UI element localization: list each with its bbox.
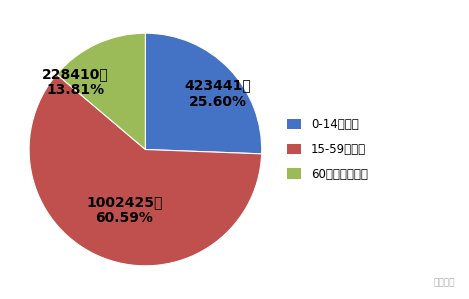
Text: 1002425人
60.59%: 1002425人 60.59% <box>86 195 163 225</box>
Wedge shape <box>57 33 145 150</box>
Text: 潮阳发布: 潮阳发布 <box>433 278 455 287</box>
Legend: 0-14岁人口, 15-59岁人口, 60岁及以上人口: 0-14岁人口, 15-59岁人口, 60岁及以上人口 <box>287 118 368 181</box>
Text: 228410人
13.81%: 228410人 13.81% <box>42 67 109 97</box>
Text: 423441人
25.60%: 423441人 25.60% <box>184 79 251 109</box>
Wedge shape <box>145 33 262 154</box>
Wedge shape <box>29 74 262 266</box>
